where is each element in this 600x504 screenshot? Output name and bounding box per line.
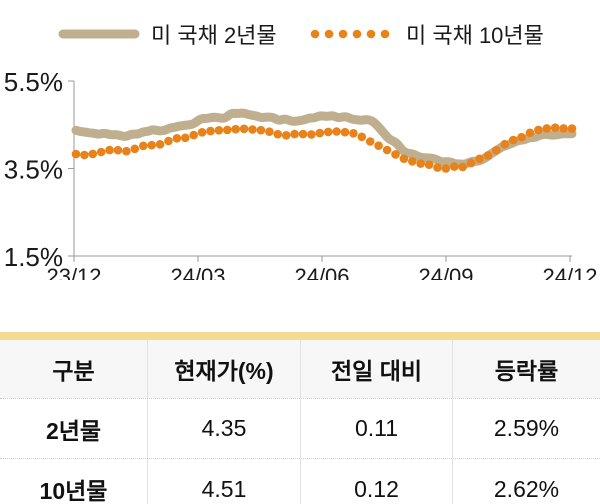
svg-text:24/12: 24/12 bbox=[542, 264, 597, 280]
svg-text:24/03: 24/03 bbox=[170, 264, 225, 280]
svg-text:23/12: 23/12 bbox=[46, 264, 101, 280]
svg-text:24/09: 24/09 bbox=[418, 264, 473, 280]
svg-text:3.5%: 3.5% bbox=[4, 155, 63, 185]
svg-text:24/06: 24/06 bbox=[294, 264, 349, 280]
svg-text:5.5%: 5.5% bbox=[4, 67, 63, 97]
